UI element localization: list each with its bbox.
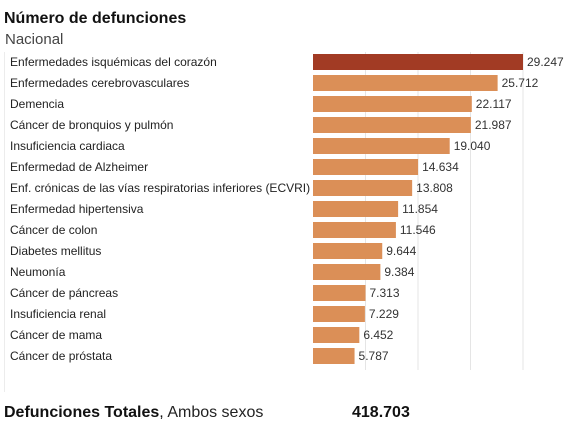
bar xyxy=(313,327,360,343)
bar xyxy=(313,138,450,154)
category-label: Enfermedades isquémicas del corazón xyxy=(10,55,217,69)
value-label: 11.546 xyxy=(400,223,436,237)
value-label: 13.808 xyxy=(416,181,453,195)
category-label: Enfermedades cerebrovasculares xyxy=(10,76,189,90)
value-label: 7.313 xyxy=(370,286,400,300)
bar-row: Neumonía 9.384 xyxy=(10,264,415,280)
bar xyxy=(313,285,366,301)
category-label: Cáncer de colon xyxy=(10,223,97,237)
value-label: 9.644 xyxy=(386,244,416,258)
bar-row: Cáncer de bronquios y pulmón 21.987 xyxy=(10,117,512,133)
bar xyxy=(313,117,471,133)
bar-row: Enfermedades isquémicas del corazón 29.24… xyxy=(10,54,564,70)
category-label: Enfermedad hipertensiva xyxy=(10,202,144,216)
bar-row: Cáncer de colon 11.546 xyxy=(10,222,436,238)
value-label: 25.712 xyxy=(502,76,539,90)
bar xyxy=(313,96,472,112)
bar-row: Cáncer de mama 6.452 xyxy=(10,327,394,343)
bar xyxy=(313,222,396,238)
category-label: Insuficiencia cardiaca xyxy=(10,139,125,153)
bar xyxy=(313,264,381,280)
bar-row: Diabetes mellitus 9.644 xyxy=(10,243,417,259)
bar-row: Enfermedades cerebrovasculares 25.712 xyxy=(10,75,539,91)
bar-row: Cáncer de próstata 5.787 xyxy=(10,348,389,364)
bar xyxy=(313,348,355,364)
totals-separator: , xyxy=(159,404,168,421)
totals-label: Defunciones Totales xyxy=(4,404,160,421)
value-label: 5.787 xyxy=(359,349,389,363)
bar xyxy=(313,306,365,322)
bar-row: Enfermedad de Alzheimer 14.634 xyxy=(10,159,459,175)
value-label: 6.452 xyxy=(363,328,393,342)
bar xyxy=(313,201,399,217)
bar-row: Enf. crónicas de las vías respiratorias … xyxy=(10,180,453,196)
category-label: Demencia xyxy=(10,97,64,111)
bar-row: Demencia 22.117 xyxy=(10,96,512,112)
totals-footer: Defunciones Totales, Ambos sexos 418.703 xyxy=(4,404,569,426)
chart-subtitle: Nacional xyxy=(5,31,64,48)
value-label: 11.854 xyxy=(402,202,438,216)
category-label: Insuficiencia renal xyxy=(10,307,106,321)
bar-row: Insuficiencia renal 7.229 xyxy=(10,306,399,322)
bar-highlighted xyxy=(313,54,523,70)
bar-row: Insuficiencia cardiaca 19.040 xyxy=(10,138,491,154)
category-label: Enf. crónicas de las vías respiratorias … xyxy=(10,181,310,195)
chart-title: Número de defunciones xyxy=(4,10,187,27)
category-label: Cáncer de páncreas xyxy=(10,286,118,300)
value-label: 14.634 xyxy=(422,160,459,174)
bar xyxy=(313,159,419,175)
category-label: Neumonía xyxy=(10,265,66,279)
value-label: 22.117 xyxy=(476,97,512,111)
totals-value: 418.703 xyxy=(352,404,410,421)
category-label: Enfermedad de Alzheimer xyxy=(10,160,148,174)
category-label: Cáncer de bronquios y pulmón xyxy=(10,118,173,132)
plot-frame xyxy=(4,52,568,392)
value-label: 29.247 xyxy=(527,55,564,69)
bar xyxy=(313,180,413,196)
value-label: 9.384 xyxy=(384,265,414,279)
category-label: Cáncer de mama xyxy=(10,328,102,342)
totals-sublabel: Ambos sexos xyxy=(167,404,264,421)
category-label: Cáncer de próstata xyxy=(10,349,112,363)
bar xyxy=(313,75,498,91)
bar xyxy=(313,243,383,259)
value-label: 19.040 xyxy=(454,139,491,153)
bar-row: Cáncer de páncreas 7.313 xyxy=(10,285,400,301)
bar-row: Enfermedad hipertensiva 11.854 xyxy=(10,201,438,217)
category-label: Diabetes mellitus xyxy=(10,244,101,258)
value-label: 21.987 xyxy=(475,118,512,132)
value-label: 7.229 xyxy=(369,307,399,321)
